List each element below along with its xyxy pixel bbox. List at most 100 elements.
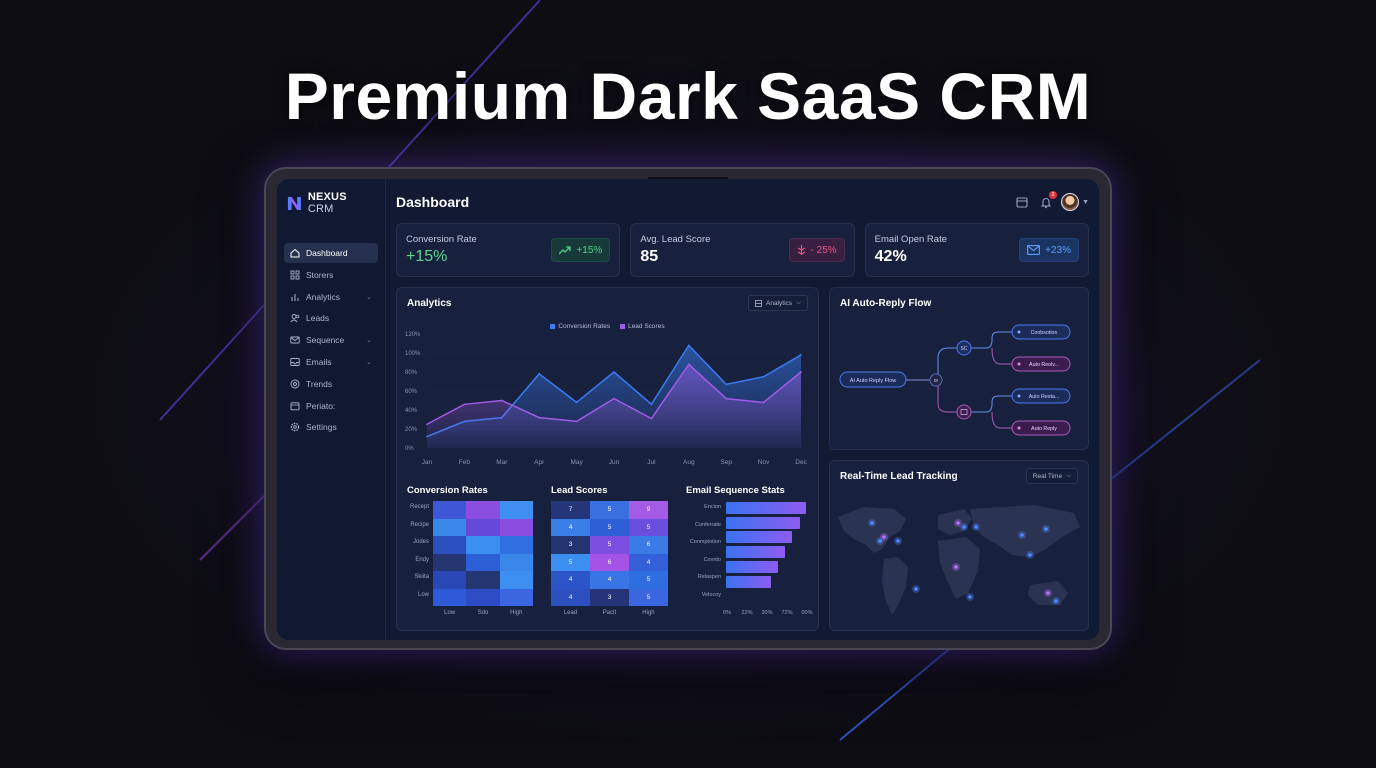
heatmap-cell[interactable] <box>433 553 467 571</box>
lead-marker[interactable] <box>1054 599 1058 603</box>
heatmap-cell[interactable] <box>466 536 500 554</box>
kpi-card-email-open[interactable]: Email Open Rate 42% +23% <box>864 223 1089 277</box>
heatmap-cell[interactable] <box>433 571 467 589</box>
x-tick-label: Jul <box>647 459 656 466</box>
heatmap-cell[interactable]: 6 <box>590 553 629 571</box>
bar[interactable] <box>726 501 807 514</box>
heatmap-cell[interactable] <box>466 501 500 519</box>
heatmap-cell[interactable]: 4 <box>629 553 668 571</box>
lead-marker[interactable] <box>870 521 874 525</box>
lead-marker[interactable] <box>1044 527 1048 531</box>
heatmap-cell[interactable] <box>466 588 500 606</box>
flow-node-1[interactable]: Conbsotion <box>1011 324 1071 340</box>
lead-marker[interactable] <box>1020 533 1024 537</box>
kpi-card-conversion[interactable]: Conversion Rate +15% +15% <box>396 223 621 277</box>
heatmap-cell[interactable]: 3 <box>551 536 590 554</box>
data-point <box>725 383 728 386</box>
lead-marker[interactable] <box>956 521 960 525</box>
heatmap-cell[interactable] <box>433 536 467 554</box>
heatmap-cell[interactable] <box>499 553 533 571</box>
bar[interactable] <box>726 531 792 544</box>
lead-marker[interactable] <box>1028 553 1032 557</box>
heatmap-cell[interactable]: 5 <box>590 536 629 554</box>
heatmap-cell[interactable]: 4 <box>551 588 590 606</box>
flow-node-3[interactable]: Auto Resta... <box>1011 388 1071 404</box>
world-map[interactable] <box>834 497 1086 627</box>
heatmap-cell[interactable] <box>433 518 467 536</box>
heatmap-cell[interactable] <box>466 518 500 536</box>
flow-node-2[interactable]: Auto Reolv... <box>1011 356 1071 372</box>
lead-marker[interactable] <box>878 539 882 543</box>
heatmap-cell[interactable] <box>499 501 533 519</box>
flow-node-4[interactable]: Auto Reply <box>1011 420 1071 436</box>
tracking-dropdown[interactable]: Real Time ⌵ <box>1025 468 1078 484</box>
kpi-card-lead-score[interactable]: Avg. Lead Score 85 - 25% <box>630 223 855 277</box>
sidebar-item-sequence[interactable]: Sequence ⌄ <box>284 330 378 350</box>
notification-button[interactable]: 2 <box>1039 191 1058 209</box>
bar[interactable] <box>726 546 786 558</box>
bar[interactable] <box>726 575 772 588</box>
chevron-down-icon[interactable]: ▼ <box>1082 198 1089 206</box>
sidebar-item-trends[interactable]: Trends <box>284 374 378 394</box>
heatmap-cell[interactable] <box>466 571 500 589</box>
heatmap-cell[interactable] <box>499 536 533 554</box>
heatmap-cell[interactable]: 7 <box>551 501 590 519</box>
heatmap-cell[interactable]: 5 <box>629 588 668 606</box>
lead-marker[interactable] <box>954 565 958 569</box>
lead-marker[interactable] <box>962 525 966 529</box>
heatmap-cell[interactable]: 5 <box>590 518 629 536</box>
chevron-down-icon: ⌵ <box>796 299 801 306</box>
heatmap-cell[interactable] <box>466 553 500 571</box>
heatmap-cell[interactable]: 5 <box>551 553 590 571</box>
mail-icon <box>290 336 300 344</box>
lead-marker[interactable] <box>974 525 978 529</box>
lead-marker[interactable] <box>896 539 900 543</box>
heatmap-cell[interactable] <box>433 501 467 519</box>
heatmap-cell[interactable]: 4 <box>551 571 590 589</box>
heatmap-cell[interactable]: 3 <box>590 588 629 606</box>
lead-marker[interactable] <box>1046 591 1050 595</box>
heatmap-cell[interactable]: 6 <box>629 536 668 554</box>
heatmap-cell[interactable] <box>499 518 533 536</box>
lead-marker[interactable] <box>968 595 972 599</box>
heatmap-cell[interactable]: 4 <box>590 571 629 589</box>
data-point <box>613 371 615 373</box>
sidebar-item-leads[interactable]: Leads <box>284 308 378 328</box>
heatmap-cell[interactable] <box>433 588 467 606</box>
y-tick-label: 0% <box>405 446 414 452</box>
heatmap-cell[interactable]: 4 <box>551 518 590 536</box>
flow-email-node[interactable] <box>956 404 972 420</box>
lead-marker[interactable] <box>882 535 886 539</box>
mail-icon <box>1027 245 1041 255</box>
bar[interactable] <box>726 516 800 529</box>
y-tick-label: 20% <box>405 427 418 433</box>
sidebar-item-settings[interactable]: Settings <box>284 417 378 437</box>
conversion-heatmap <box>433 501 533 606</box>
email-stats-bars <box>726 499 808 590</box>
heatmap-cell[interactable] <box>499 571 533 589</box>
analytics-dropdown[interactable]: Analytics ⌵ <box>748 295 808 311</box>
heatmap-cell[interactable]: 5 <box>590 501 629 519</box>
calendar-icon[interactable] <box>1015 195 1029 209</box>
brand[interactable]: NEXUS CRM <box>284 191 378 215</box>
heatmap-cell[interactable]: 9 <box>629 501 668 519</box>
sidebar-item-periato[interactable]: Periato: <box>284 396 378 416</box>
sidebar: NEXUS CRM Dashboard Storers Analytics ⌄ Lead… <box>277 179 386 640</box>
sidebar-item-emails[interactable]: Emails ⌄ <box>284 352 378 372</box>
lead-marker[interactable] <box>914 587 918 591</box>
bar-axis-tick: 00% <box>801 610 813 616</box>
flow-start-node[interactable]: AI Auto Reply Flow <box>839 371 907 388</box>
heatmap-cell[interactable] <box>499 588 533 606</box>
bar[interactable] <box>726 560 778 573</box>
heatmap-cell[interactable]: 5 <box>629 518 668 536</box>
sidebar-item-dashboard[interactable]: Dashboard <box>284 243 378 263</box>
sidebar-item-storers[interactable]: Storers <box>284 265 378 285</box>
flow-sc-node[interactable]: SC <box>956 340 972 356</box>
avatar[interactable] <box>1061 193 1080 211</box>
bar-category-label: Encion <box>704 504 721 510</box>
home-icon <box>290 248 300 258</box>
sidebar-item-analytics[interactable]: Analytics ⌄ <box>284 287 378 307</box>
heatmap-cell[interactable]: 5 <box>629 571 668 589</box>
heatmap-row-label: Endy <box>415 556 429 563</box>
